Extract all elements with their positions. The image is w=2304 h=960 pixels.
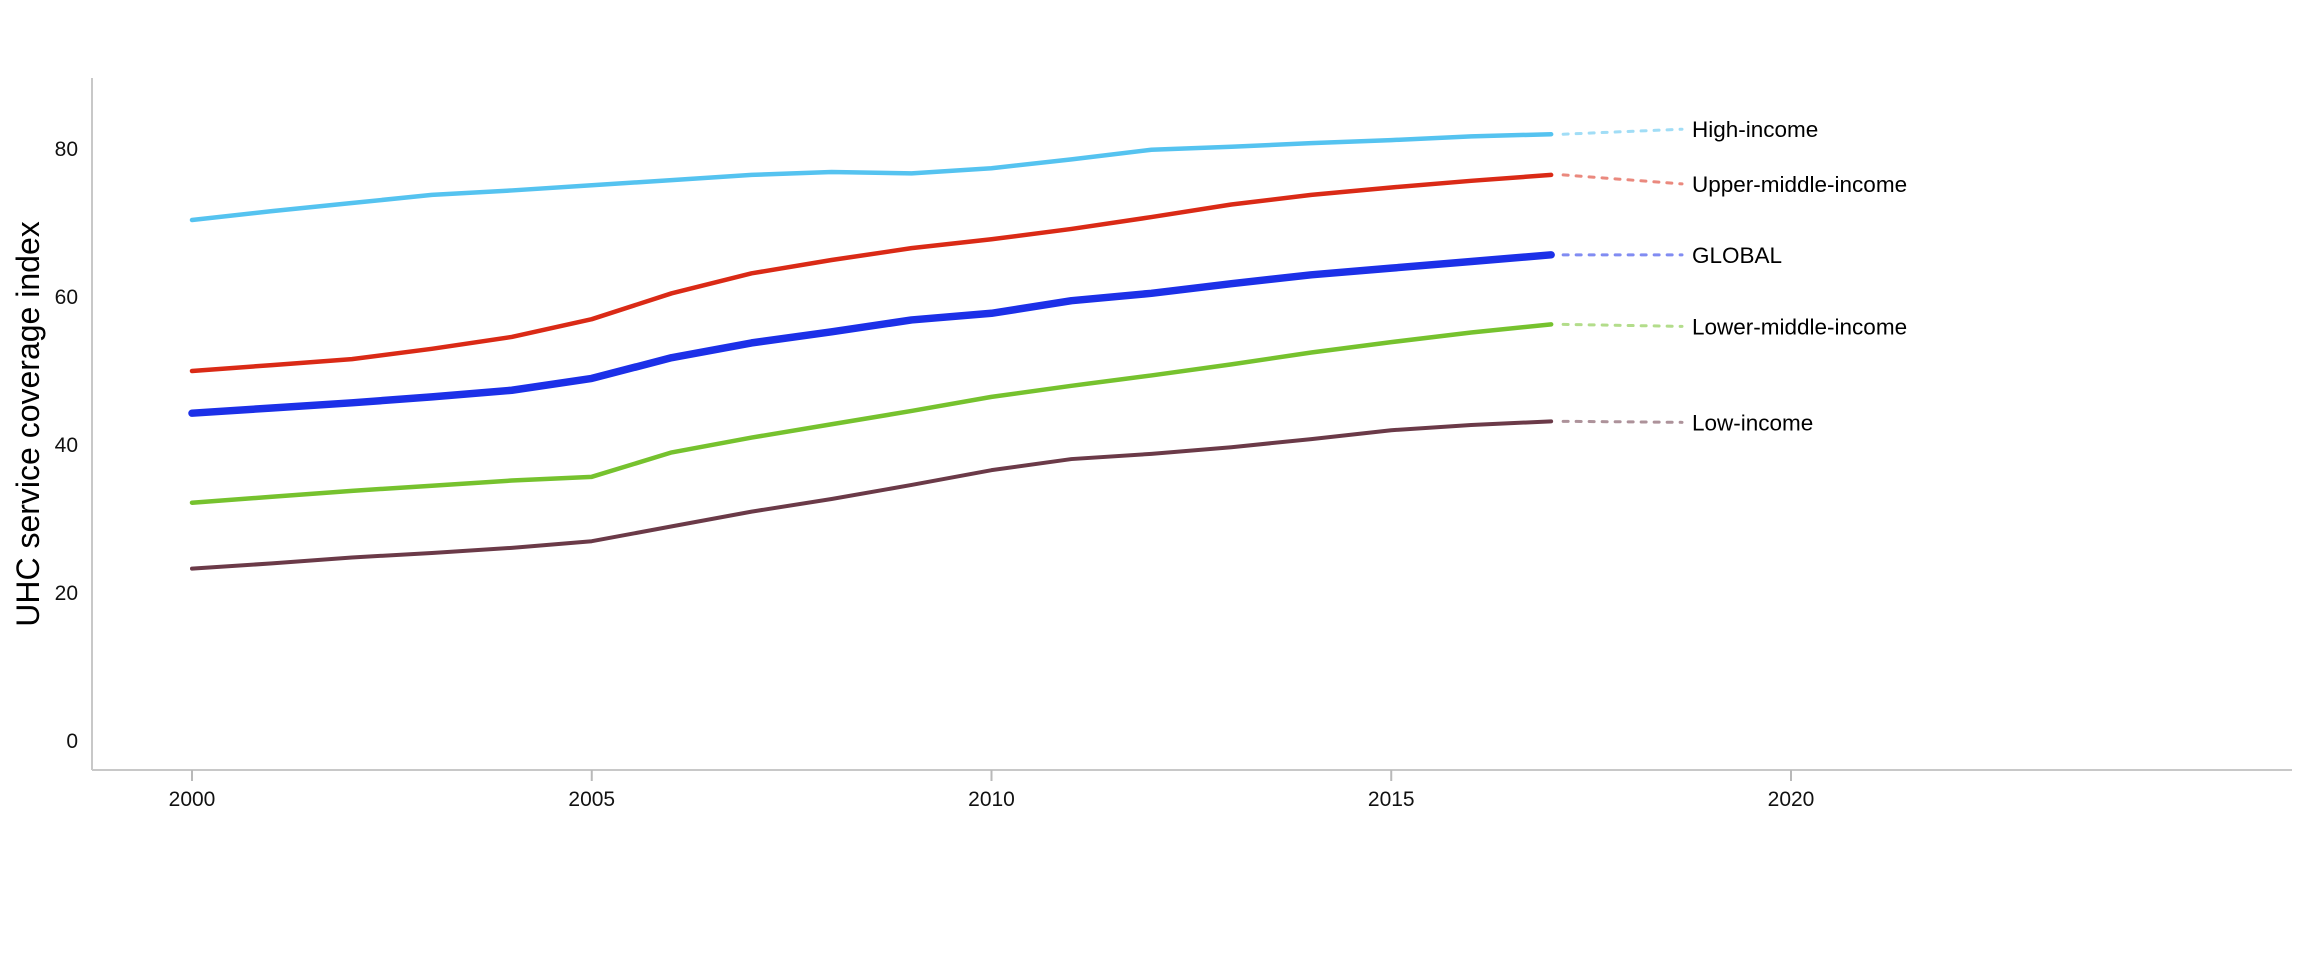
series-end-label-upper-middle-income: Upper-middle-income (1692, 172, 1907, 197)
series-end-label-low-income: Low-income (1692, 410, 1813, 435)
series-end-label-lower-middle-income: Lower-middle-income (1692, 314, 1907, 339)
series-line-lower-middle-income (189, 322, 1554, 505)
y-tick-label: 80 (55, 138, 78, 161)
y-tick-label: 20 (55, 582, 78, 605)
leader-line-low-income (1561, 419, 1684, 424)
leader-line-high-income (1561, 127, 1684, 136)
x-tick-label: 2010 (968, 788, 1015, 811)
x-tick-label: 2020 (1768, 788, 1815, 811)
y-tick-label: 40 (55, 434, 78, 457)
series-end-label-global: GLOBAL (1692, 243, 1782, 268)
y-tick-label: 60 (55, 286, 78, 309)
x-tick-label: 2005 (568, 788, 615, 811)
series-line-low-income (190, 419, 1554, 571)
series-end-label-high-income: High-income (1692, 117, 1818, 142)
leader-line-upper-middle-income (1561, 173, 1684, 186)
y-axis-title: UHC service coverage index (10, 221, 46, 627)
leader-line-lower-middle-income (1561, 322, 1684, 328)
series-line-global (188, 251, 1555, 417)
series-line-upper-middle-income (189, 172, 1554, 374)
y-tick-label: 0 (66, 730, 78, 753)
series-line-high-income (189, 131, 1554, 223)
x-tick-label: 2000 (169, 788, 216, 811)
x-tick-label: 2015 (1368, 788, 1415, 811)
